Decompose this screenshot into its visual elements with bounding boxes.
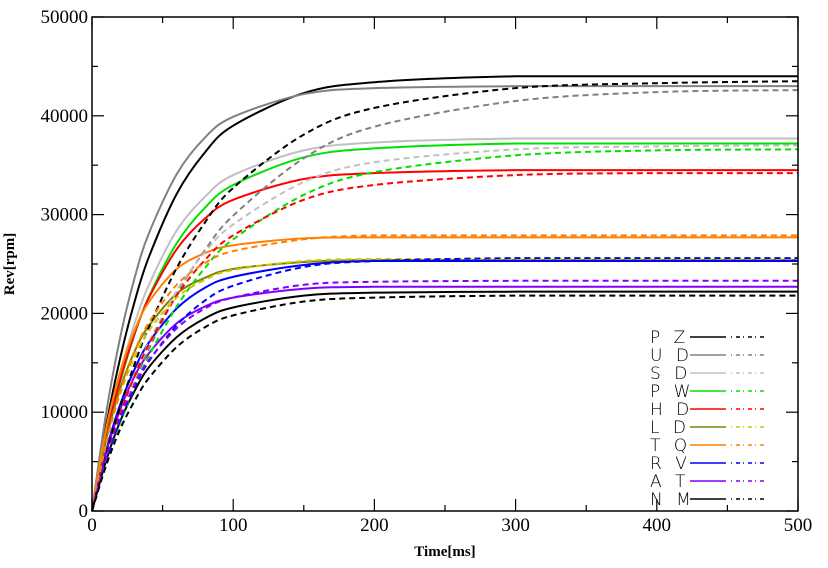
series-line-ud-solid xyxy=(91,85,798,512)
series-line-pz-dashed xyxy=(91,80,799,512)
y-tick-label: 50000 xyxy=(41,7,89,28)
series-line-hd-dashed xyxy=(91,172,798,512)
series-line-pw-dashed xyxy=(91,148,799,512)
legend-label: R V xyxy=(650,454,691,474)
series-line-pz-solid xyxy=(91,75,798,512)
series-line-sd-solid xyxy=(91,137,798,512)
series-line-sd-dashed xyxy=(91,144,799,512)
legend-label: A T xyxy=(650,472,689,492)
x-tick-label: 300 xyxy=(501,515,530,536)
legend-label: H D xyxy=(650,400,693,420)
y-tick-label: 20000 xyxy=(41,303,89,324)
series-line-at-dashed xyxy=(91,279,798,512)
legend-label: P Z xyxy=(650,328,689,348)
series-line-pw-solid xyxy=(91,142,798,512)
series-line-tq-solid xyxy=(91,236,798,512)
x-tick-label: 500 xyxy=(784,515,813,536)
x-tick-label: 400 xyxy=(643,515,672,536)
x-tick-label: 100 xyxy=(219,515,248,536)
x-axis-label: Time[ms] xyxy=(414,544,475,560)
series-line-rv-dashed xyxy=(91,257,798,512)
legend-label: S D xyxy=(650,364,691,384)
legend-label: U D xyxy=(650,346,693,366)
legend-label: T Q xyxy=(650,436,691,456)
plot-frame xyxy=(91,16,799,512)
x-tick-label: 0 xyxy=(87,515,97,536)
series-line-at-solid xyxy=(91,285,798,512)
legend-label: P W xyxy=(650,382,694,402)
y-axis-label: Rev[rpm] xyxy=(2,233,18,295)
y-tick-label: 0 xyxy=(79,501,89,522)
series-line-hd-solid xyxy=(91,169,798,512)
series-line-rv-solid xyxy=(91,260,798,512)
series-curves xyxy=(91,75,799,512)
legend: P ZU DS DP WH DL DT QR VA TN M xyxy=(650,328,767,510)
series-line-tq-dashed xyxy=(91,234,798,512)
y-tick-label: 30000 xyxy=(41,205,89,226)
legend-label: L D xyxy=(650,418,690,438)
series-line-ud-dashed xyxy=(91,89,799,512)
y-tick-label: 10000 xyxy=(41,402,89,423)
x-tick-label: 200 xyxy=(360,515,389,536)
y-tick-label: 40000 xyxy=(41,106,89,127)
series-line-nm-dashed xyxy=(91,294,798,512)
axis-ticks: 0 100 200 300 400 500 0 10000 20000 30000 40000 500… xyxy=(41,7,813,536)
legend-label: N M xyxy=(650,490,695,510)
